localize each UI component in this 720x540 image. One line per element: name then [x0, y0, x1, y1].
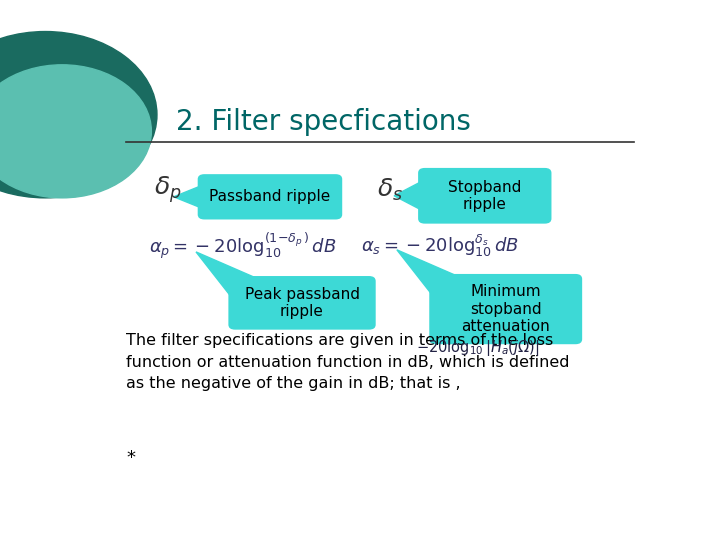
FancyBboxPatch shape: [228, 276, 376, 329]
Text: $-20\log_{10}|H_a(j\Omega)|$: $-20\log_{10}|H_a(j\Omega)|$: [416, 339, 540, 359]
Text: 2. Filter specfications: 2. Filter specfications: [176, 109, 472, 137]
Polygon shape: [174, 185, 204, 209]
Text: Passband ripple: Passband ripple: [210, 190, 330, 204]
Circle shape: [0, 31, 157, 198]
Polygon shape: [196, 252, 263, 302]
Text: $\alpha_s = -20\log_{10}^{\delta_s}\,dB$: $\alpha_s = -20\log_{10}^{\delta_s}\,dB$: [361, 232, 518, 259]
Text: $\alpha_p = -20\log_{10}^{(1-\delta_p)}\,dB$: $\alpha_p = -20\log_{10}^{(1-\delta_p)}\…: [148, 230, 336, 261]
Text: *: *: [126, 449, 135, 467]
Text: Minimum
stopband
attenuation: Minimum stopband attenuation: [462, 284, 550, 334]
Polygon shape: [394, 180, 425, 212]
Polygon shape: [397, 250, 464, 300]
Text: $\delta_p$: $\delta_p$: [154, 174, 181, 205]
FancyBboxPatch shape: [418, 168, 552, 224]
Circle shape: [0, 65, 151, 198]
Text: Stopband
ripple: Stopband ripple: [448, 180, 521, 212]
Text: Peak passband
ripple: Peak passband ripple: [245, 287, 359, 319]
Text: The filter specifications are given in terms of the loss
function or attenuation: The filter specifications are given in t…: [126, 333, 570, 391]
Text: $\delta_s$: $\delta_s$: [377, 177, 403, 202]
FancyBboxPatch shape: [429, 274, 582, 344]
FancyBboxPatch shape: [198, 174, 342, 219]
